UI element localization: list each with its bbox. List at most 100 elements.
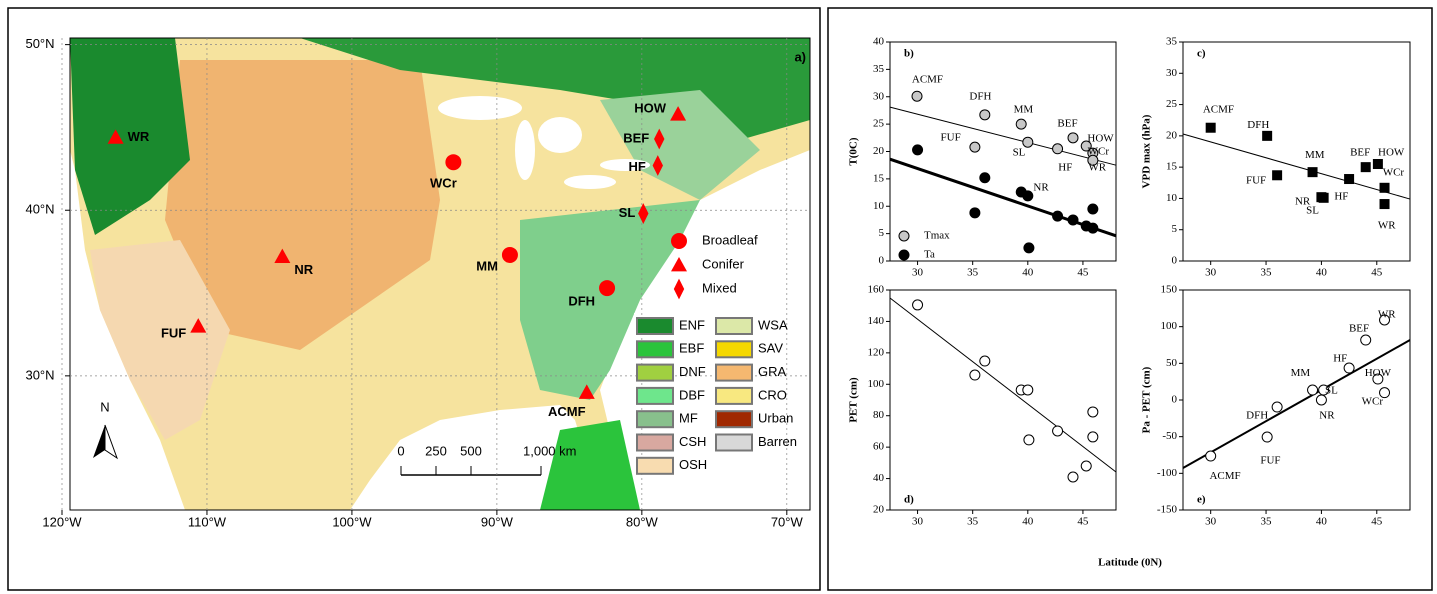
point-label: DFH: [1246, 410, 1268, 422]
data-point: [911, 90, 923, 102]
y-tick-label: 160: [868, 284, 885, 296]
legend-marker: [671, 233, 687, 249]
land-cover-swatch: [715, 340, 753, 359]
land-cover-swatch: [636, 386, 674, 405]
x-tick-label: 45: [1371, 267, 1383, 279]
y-tick-label: 10: [873, 200, 885, 212]
data-point: [1344, 174, 1355, 185]
y-tick-label: -50: [1162, 430, 1177, 442]
site-marker: [107, 129, 124, 144]
data-point: [1205, 122, 1216, 133]
data-point: [1272, 170, 1283, 181]
scale-label: 1,000 km: [523, 443, 576, 458]
land-cover-label: DNF: [679, 364, 706, 379]
y-tick-label: 20: [1166, 129, 1178, 141]
land-cover-label: EBF: [679, 341, 704, 356]
x-tick-label: 30: [912, 267, 924, 279]
land-cover-swatch: [636, 340, 674, 359]
x-tick-label: 35: [967, 267, 979, 279]
site-label: HF: [628, 159, 645, 174]
data-point: [1067, 214, 1079, 226]
land-cover-label: ENF: [679, 317, 705, 332]
panel-label: a): [794, 49, 806, 64]
data-point: [912, 144, 924, 156]
land-cover-swatch: [636, 433, 674, 452]
data-point: [979, 172, 991, 184]
point-label: NR: [1033, 182, 1049, 194]
data-point: [1343, 362, 1355, 374]
point-label: BEF: [1349, 322, 1369, 334]
y-tick-label: 0: [1172, 394, 1178, 406]
point-label: HF: [1334, 191, 1348, 203]
y-tick-label: 80: [873, 409, 885, 421]
land-cover-swatch: [715, 386, 753, 405]
x-tick-label: 70°W: [771, 514, 804, 529]
x-tick-label: 90°W: [481, 514, 514, 529]
site-marker: [599, 280, 616, 297]
point-label: ACMF: [912, 73, 943, 85]
trend-line: [1182, 339, 1411, 469]
point-label: BEF: [1350, 146, 1370, 158]
land-cover-swatch: [636, 363, 674, 382]
plot-frame: [889, 289, 1117, 511]
point-label: SL: [1306, 204, 1319, 216]
data-point: [1023, 242, 1035, 254]
y-tick-label: 20: [873, 145, 885, 157]
data-point: [1087, 431, 1099, 443]
land-cover-swatch: [636, 410, 674, 429]
data-point: [1372, 373, 1384, 385]
point-label: MM: [1014, 103, 1034, 115]
point-label: ACMF: [1203, 104, 1234, 116]
y-tick-label: 50: [1166, 357, 1178, 369]
data-point: [912, 299, 924, 311]
site-label: DFH: [568, 294, 595, 309]
x-tick-label: 40: [1022, 267, 1034, 279]
trend-line: [889, 106, 1117, 166]
x-tick-label: 40: [1316, 516, 1328, 528]
north-arrow: [93, 424, 118, 460]
point-label: WR: [1088, 161, 1106, 173]
land-cover-label: DBF: [679, 387, 705, 402]
y-tick-label: 120: [868, 346, 885, 358]
x-tick-label: 45: [1371, 516, 1383, 528]
data-point: [1318, 384, 1330, 396]
x-tick-label: 110°W: [188, 514, 227, 529]
x-tick-label: 40: [1022, 516, 1034, 528]
data-point: [1372, 159, 1383, 170]
map-background: [70, 38, 810, 510]
land-cover-label: SAV: [758, 341, 783, 356]
y-tick-label: 40°N: [25, 202, 54, 217]
x-tick-label: 40: [1316, 267, 1328, 279]
trend-line: [889, 157, 1117, 238]
x-tick-label: 35: [1261, 267, 1273, 279]
y-tick-label: 30: [1166, 67, 1178, 79]
land-cover-label: Urban: [758, 411, 793, 426]
land-cover-swatch: [715, 433, 753, 452]
legend-marker: [898, 249, 910, 261]
point-label: WCr: [1362, 396, 1384, 408]
point-label: BEF: [1057, 118, 1077, 130]
point-label: NR: [1295, 196, 1311, 208]
land-cover-label: MF: [679, 411, 698, 426]
y-tick-label: 35: [873, 63, 885, 75]
land-cover-label: WSA: [758, 317, 788, 332]
data-point: [1379, 314, 1391, 326]
data-point: [1052, 143, 1064, 155]
data-point: [1080, 460, 1092, 472]
panel-label: e): [1197, 494, 1206, 506]
y-axis-title: T(0C): [848, 137, 860, 165]
x-tick-label: 120°W: [42, 514, 82, 529]
y-tick-label: 60: [873, 441, 885, 453]
site-label: SL: [619, 205, 636, 220]
point-label: DFH: [969, 90, 991, 102]
legend-marker: [898, 230, 910, 242]
legend-marker: [673, 278, 685, 300]
plots-frame: [827, 7, 1433, 591]
point-label: WCr: [1383, 166, 1405, 178]
site-marker: [578, 384, 595, 399]
data-point: [1379, 199, 1390, 210]
data-point: [969, 369, 981, 381]
land-cover-swatch: [636, 317, 674, 335]
site-label: MM: [476, 258, 498, 273]
